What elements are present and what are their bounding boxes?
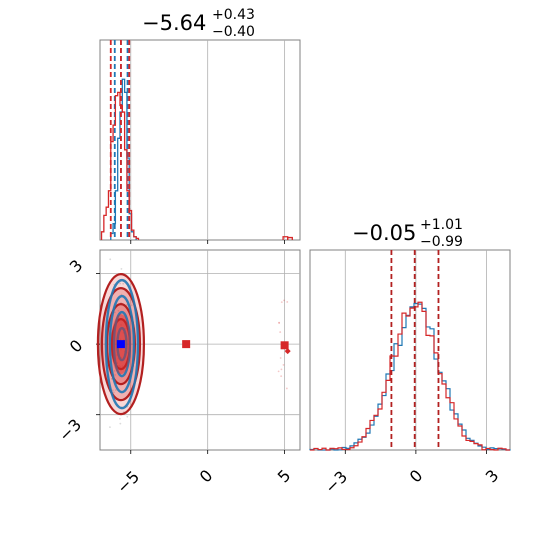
panel-frame: [309, 249, 511, 451]
joint-x-ticks: −5 0 5: [113, 466, 294, 497]
scatter-point-tail: [286, 301, 289, 303]
marker-diamond-2: [284, 348, 291, 355]
scatter-point-tail: [277, 370, 280, 373]
scatter-point: [119, 422, 122, 425]
hist-step-blue: [110, 78, 137, 240]
scatter-point: [122, 282, 125, 285]
scatter-point-tail: [280, 368, 283, 371]
title-x-minus: −0.40: [212, 24, 255, 40]
scatter-point: [119, 417, 121, 420]
scatter-point-tail: [279, 331, 282, 333]
scatter-point: [119, 282, 122, 285]
scatter-point-tail: [278, 321, 280, 324]
scatter-point: [120, 267, 123, 270]
panel-frame: [99, 39, 301, 241]
panel-joint: [96, 249, 301, 454]
scatter-point: [116, 362, 119, 364]
tick-label-x-5: 5: [274, 466, 295, 487]
scatter-point-tail: [285, 387, 288, 390]
scatter-point: [125, 327, 127, 330]
scatter-point: [118, 364, 121, 367]
scatter-point: [109, 258, 112, 261]
title-y-minus: −0.99: [420, 234, 463, 250]
right-x-ticks: −3 0 3: [321, 466, 502, 497]
scatter-point-tail: [283, 299, 285, 302]
tick-label-x-minus5: −5: [113, 467, 143, 497]
title-y-param: −0.05 +1.01 −0.99: [352, 217, 463, 250]
contour-blue-2: [112, 310, 132, 378]
hist-step-right-blue: [309, 302, 511, 451]
title-x-plus: +0.43: [212, 7, 255, 23]
marker-square-1: [280, 341, 289, 350]
tick-label-x-0: 0: [196, 466, 217, 487]
tick-label-y-minus3: −3: [55, 415, 85, 445]
scatter-point-tail: [280, 301, 283, 304]
hist-step-red: [100, 91, 140, 240]
scatter-point: [113, 369, 116, 372]
hist-step-right-red: [310, 301, 510, 451]
scatter-point: [125, 303, 128, 306]
scatter-point-tail: [279, 357, 282, 359]
title-y-median: −0.05: [352, 221, 416, 245]
scatter-point: [109, 426, 111, 429]
contour-blue-0: [104, 278, 140, 410]
scatter-point: [121, 365, 124, 368]
scatter-point-tail: [278, 322, 281, 324]
tick-label-r-0: 0: [406, 466, 427, 487]
scatter-point-tail: [282, 364, 285, 366]
panel-frame: [99, 249, 301, 451]
scatter-point: [130, 304, 133, 307]
panel-marginal-x: [99, 39, 301, 244]
contour-blue-1: [108, 294, 136, 394]
panel-marginal-y: [309, 249, 511, 454]
scatter-point: [113, 311, 116, 314]
scatter-point: [114, 374, 116, 376]
scatter-point: [120, 324, 122, 326]
scatter-point: [126, 415, 129, 418]
title-x-median: −5.64: [142, 11, 206, 35]
joint-y-ticks: 3 0 −3: [55, 256, 86, 445]
tick-label-r-minus3: −3: [321, 467, 351, 497]
scatter-point-tail: [280, 375, 283, 378]
scatter-point: [119, 338, 122, 341]
tick-label-y-3: 3: [66, 256, 87, 277]
scatter-point: [119, 366, 122, 368]
scatter-point: [114, 389, 117, 391]
scatter-point: [120, 348, 122, 351]
center-marker: [116, 340, 125, 349]
title-x-param: −5.64 +0.43 −0.40: [142, 7, 255, 40]
scatter-point: [112, 391, 115, 394]
hist-tail-red-1: [287, 236, 293, 240]
scatter-point: [117, 309, 120, 312]
tick-label-y-0: 0: [66, 336, 87, 357]
tick-label-r-3: 3: [482, 466, 503, 487]
marker-square-0: [182, 340, 191, 349]
scatter-point: [111, 389, 114, 392]
title-y-plus: +1.01: [420, 217, 463, 233]
